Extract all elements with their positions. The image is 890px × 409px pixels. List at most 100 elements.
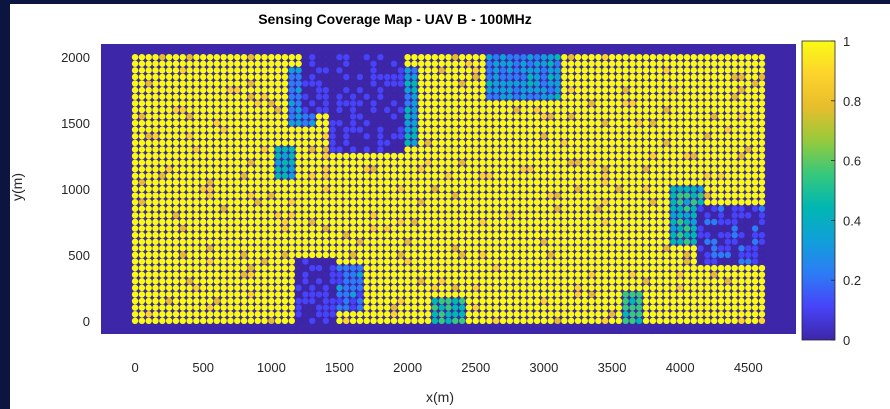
coverage-cell — [349, 53, 357, 61]
coverage-cell — [683, 139, 691, 147]
coverage-cell — [233, 93, 241, 101]
coverage-cell — [417, 277, 425, 285]
coverage-cell — [363, 60, 371, 68]
coverage-cell — [710, 73, 718, 81]
coverage-cell — [601, 277, 609, 285]
coverage-cell — [704, 205, 711, 213]
coverage-cell — [547, 60, 555, 68]
coverage-cell — [554, 211, 561, 219]
coverage-cell — [131, 192, 139, 199]
coverage-cell — [744, 80, 752, 87]
coverage-cell — [172, 198, 180, 206]
coverage-cell — [186, 139, 193, 147]
coverage-cell — [738, 198, 745, 206]
coverage-cell — [349, 86, 357, 94]
coverage-cell — [220, 198, 228, 206]
coverage-cell — [261, 277, 268, 285]
coverage-cell — [560, 73, 568, 81]
coverage-cell — [676, 231, 684, 239]
coverage-cell — [227, 179, 234, 186]
coverage-cell — [342, 264, 350, 272]
coverage-cell — [342, 277, 350, 285]
coverage-cell — [567, 225, 575, 232]
coverage-cell — [349, 317, 357, 325]
coverage-cell — [445, 113, 452, 120]
coverage-cell — [581, 99, 589, 107]
coverage-cell — [506, 165, 514, 173]
coverage-cell — [404, 53, 412, 61]
coverage-cell — [567, 297, 575, 305]
coverage-cell — [417, 258, 425, 265]
coverage-cell — [363, 73, 371, 81]
coverage-cell — [295, 113, 302, 120]
coverage-cell — [520, 73, 527, 81]
coverage-cell — [649, 86, 657, 94]
coverage-cell — [411, 218, 418, 226]
coverage-cell — [179, 231, 187, 239]
coverage-cell — [267, 99, 275, 107]
coverage-cell — [411, 113, 418, 120]
coverage-cell — [479, 60, 486, 68]
coverage-cell — [642, 119, 650, 127]
coverage-cell — [431, 284, 439, 292]
coverage-cell — [376, 113, 384, 120]
coverage-cell — [649, 277, 657, 285]
coverage-cell — [690, 179, 698, 186]
coverage-cell — [472, 310, 480, 318]
coverage-cell — [588, 231, 595, 239]
coverage-cell — [683, 73, 691, 81]
coverage-cell — [227, 297, 234, 305]
coverage-cell — [642, 284, 650, 292]
coverage-cell — [738, 310, 745, 318]
coverage-cell — [233, 297, 241, 305]
coverage-cell — [397, 159, 405, 167]
coverage-cell — [131, 132, 139, 140]
coverage-cell — [554, 264, 561, 272]
coverage-cell — [738, 146, 745, 153]
coverage-cell — [479, 165, 486, 173]
coverage-cell — [704, 152, 711, 160]
coverage-cell — [336, 211, 343, 219]
coverage-cell — [438, 73, 446, 81]
coverage-cell — [165, 310, 173, 318]
coverage-cell — [479, 277, 486, 285]
coverage-cell — [669, 271, 677, 279]
coverage-cell — [676, 317, 684, 325]
coverage-cell — [683, 284, 691, 292]
coverage-cell — [172, 165, 180, 173]
coverage-cell — [356, 244, 364, 252]
coverage-cell — [295, 244, 302, 252]
coverage-cell — [669, 73, 677, 81]
coverage-cell — [451, 172, 459, 180]
coverage-cell — [336, 99, 343, 107]
coverage-cell — [649, 185, 657, 193]
coverage-cell — [431, 152, 439, 160]
coverage-cell — [404, 165, 412, 173]
coverage-cell — [574, 179, 582, 186]
coverage-cell — [431, 159, 439, 167]
coverage-cell — [615, 53, 623, 61]
coverage-cell — [227, 146, 234, 153]
coverage-cell — [261, 198, 268, 206]
coverage-cell — [520, 211, 527, 219]
coverage-cell — [588, 86, 595, 94]
coverage-cell — [288, 179, 296, 186]
coverage-cell — [417, 152, 425, 160]
coverage-cell — [424, 126, 432, 134]
coverage-cell — [506, 304, 514, 312]
coverage-cell — [601, 139, 609, 147]
coverage-cell — [642, 297, 650, 305]
coverage-cell — [158, 139, 166, 147]
colorbar-gradient — [801, 40, 836, 341]
coverage-cell — [390, 99, 398, 107]
coverage-cell — [417, 310, 425, 318]
coverage-cell — [247, 317, 255, 325]
coverage-cell — [254, 106, 262, 114]
coverage-cell — [186, 106, 193, 114]
coverage-cell — [383, 277, 391, 285]
coverage-cell — [213, 159, 221, 167]
coverage-cell — [758, 73, 766, 81]
coverage-cell — [710, 86, 718, 94]
coverage-cell — [199, 271, 207, 279]
coverage-cell — [315, 225, 323, 232]
